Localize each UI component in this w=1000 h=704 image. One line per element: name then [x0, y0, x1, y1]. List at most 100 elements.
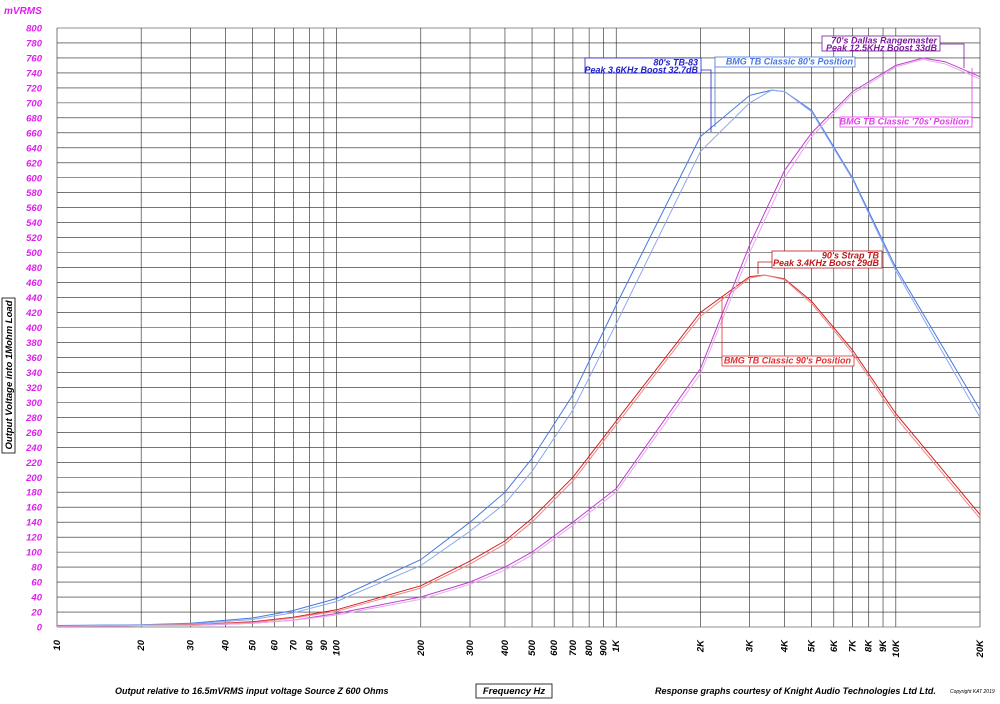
y-tick-label: 140	[26, 518, 43, 529]
x-tick-label: 9K	[878, 639, 889, 652]
y-tick-label: 180	[26, 488, 43, 499]
y-tick-label: 40	[30, 593, 42, 604]
y-axis-title-box	[1, 297, 16, 454]
y-tick-label: 460	[25, 278, 43, 289]
footer-credit: Response graphs courtesy of Knight Audio…	[655, 686, 936, 696]
y-tick-label: 440	[25, 293, 43, 304]
y-tick-label: 380	[26, 338, 43, 349]
y-tick-label: 500	[26, 248, 43, 259]
annotation-leader	[940, 43, 965, 68]
x-tick-label: 90	[319, 639, 330, 650]
y-tick-label: 660	[26, 128, 43, 139]
y-tick-label: 160	[26, 503, 43, 514]
y-tick-label: 200	[25, 473, 43, 484]
y-tick-label: 360	[26, 353, 43, 364]
annotation-text: BMG TB Classic 80's Position	[726, 57, 854, 67]
y-tick-label: 560	[26, 203, 43, 214]
y-tick-label: 800	[26, 24, 43, 35]
x-tick-label: 80	[305, 639, 316, 650]
y-tick-label: 240	[25, 443, 43, 454]
annotation-box	[584, 57, 702, 74]
y-tick-label: 280	[25, 413, 43, 424]
y-tick-label: 540	[26, 218, 43, 229]
series-line	[56, 274, 981, 627]
series-line	[56, 58, 981, 627]
x-tick-label: 600	[549, 639, 560, 656]
copyright-note: Copyright KAT 2019	[950, 689, 995, 695]
annotation-text: 90's Strap TB	[822, 251, 880, 261]
y-tick-label: 260	[25, 428, 43, 439]
x-tick-label: 1K	[611, 639, 622, 652]
x-tick-label: 10	[52, 639, 63, 650]
y-axis-title: Output Voltage into 1Mohm Load	[4, 300, 15, 449]
footer-left-note: Output relative to 16.5mVRMS input volta…	[115, 686, 389, 696]
x-tick-label: 30	[185, 639, 196, 650]
x-tick-label: 7K	[848, 639, 859, 652]
y-tick-label: 620	[26, 158, 43, 169]
x-tick-label: 5K	[807, 639, 818, 652]
y-tick-label: 20	[30, 608, 42, 619]
x-tick-label: 900	[598, 639, 609, 656]
y-tick-label: 60	[31, 578, 42, 589]
y-tick-label: 80	[31, 563, 42, 574]
annotation-text: BMG TB Classic '70s' Position	[840, 117, 970, 127]
y-tick-label: 740	[26, 68, 43, 79]
x-tick-label: 3K	[745, 639, 756, 652]
y-tick-label: 640	[26, 143, 43, 154]
annotation-text: 70's Dallas Rangemaster	[831, 36, 937, 46]
x-tick-label: 700	[568, 639, 579, 656]
x-tick-label: 20	[136, 639, 147, 651]
y-tick-label: 0	[37, 623, 43, 634]
y-tick-label: 400	[25, 323, 43, 334]
annotation-box	[714, 56, 856, 68]
annotation-leader	[701, 69, 712, 132]
x-tick-label: 50	[247, 639, 258, 650]
y-tick-label: 580	[26, 188, 43, 199]
y-unit-label: mVRMS	[4, 6, 42, 17]
y-tick-label: 100	[26, 548, 43, 559]
series-line	[56, 57, 981, 627]
y-tick-label: 480	[25, 263, 43, 274]
y-axis-ticks: 0 20 40 60 80 100 120 140 160 180 200 220 240 260 280 3…	[25, 24, 43, 634]
x-tick-label: 40	[220, 639, 231, 651]
x-tick-label: 6K	[829, 639, 840, 652]
x-axis-title-box	[475, 683, 553, 699]
y-tick-label: 600	[26, 173, 43, 184]
x-tick-label: 10K	[891, 639, 902, 658]
y-tick-label: 300	[26, 398, 43, 409]
annotation-text: Peak 3.6KHz Boost 32.7dB	[584, 65, 698, 75]
annotation-text: Peak 12.5KHz Boost 33dB	[826, 43, 938, 53]
x-tick-label: 8K	[864, 639, 875, 652]
y-tick-label: 420	[25, 308, 43, 319]
annotation-leader	[757, 261, 772, 274]
x-tick-label: 200	[416, 639, 427, 657]
y-tick-label: 520	[26, 233, 43, 244]
x-axis-title: Frequency Hz	[483, 686, 546, 697]
x-tick-label: 100	[332, 639, 343, 656]
x-tick-label: 60	[270, 639, 281, 650]
x-tick-label: 20K	[975, 639, 986, 659]
y-tick-label: 320	[26, 383, 43, 394]
y-tick-label: 120	[26, 533, 43, 544]
x-tick-label: 70	[288, 639, 299, 650]
x-tick-label: 2K	[695, 639, 706, 653]
series-line	[56, 89, 981, 627]
y-tick-label: 760	[26, 53, 43, 64]
series-line	[56, 274, 981, 627]
annotation-text: Peak 3.4KHz Boost 29dB	[773, 258, 880, 268]
annotation-box	[771, 250, 883, 269]
x-axis-ticks: 10 20 30 40 50 60 70 80 90 100 200 300 400 500 600 700 8…	[52, 639, 986, 659]
series-lines	[56, 57, 981, 627]
y-tick-label: 340	[26, 368, 43, 379]
x-tick-label: 4K	[780, 639, 791, 653]
y-tick-label: 780	[26, 38, 43, 49]
series-line	[56, 89, 981, 626]
x-tick-label: 500	[527, 639, 538, 656]
x-tick-label: 300	[465, 639, 476, 656]
annotation-box	[821, 35, 941, 52]
annotation-text: 80's TB-83	[653, 58, 698, 68]
y-tick-label: 700	[26, 98, 43, 109]
x-tick-label: 400	[500, 639, 511, 657]
